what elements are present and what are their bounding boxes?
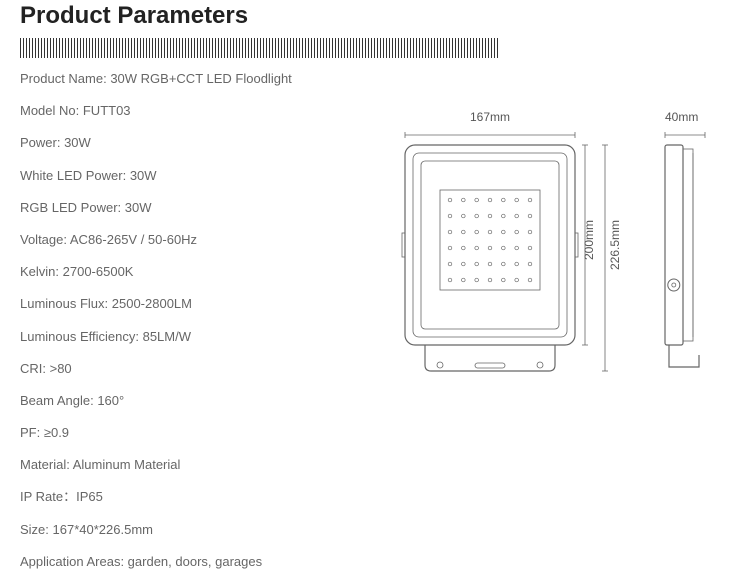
depth-dimension: 40mm [665, 110, 698, 124]
spec-row: Product Name: 30W RGB+CCT LED Floodlight [20, 70, 380, 88]
spec-row: PF: ≥0.9 [20, 424, 380, 442]
spec-row: Beam Angle: 160° [20, 392, 380, 410]
spec-row: Voltage: AC86-265V / 50-60Hz [20, 231, 380, 249]
spec-row: Material: Aluminum Material [20, 456, 380, 474]
page-title: Product Parameters [20, 0, 734, 30]
spec-row: RGB LED Power: 30W [20, 199, 380, 217]
spec-row: Power: 30W [20, 134, 380, 152]
spec-row: IP Rate：IP65 [20, 488, 380, 506]
spec-row: Model No: FUTT03 [20, 102, 380, 120]
side-view-drawing: 40mm [660, 130, 720, 395]
inner-height-dimension: 200mm [582, 220, 596, 260]
spec-row: Size: 167*40*226.5mm [20, 521, 380, 539]
barcode-decoration [20, 38, 734, 58]
width-dimension: 167mm [470, 110, 510, 124]
outer-height-dimension: 226.5mm [608, 220, 622, 270]
technical-diagram: 167mm 200mm 226.5mm 40mm [400, 70, 734, 585]
front-view-svg [400, 130, 620, 390]
spec-row: White LED Power: 30W [20, 167, 380, 185]
spec-row: Application Areas: garden, doors, garage… [20, 553, 380, 571]
side-view-svg [660, 130, 720, 390]
spec-row: CRI: >80 [20, 360, 380, 378]
content-area: Product Name: 30W RGB+CCT LED Floodlight… [20, 70, 734, 585]
front-view-drawing: 167mm 200mm 226.5mm [400, 130, 620, 395]
spec-row: Kelvin: 2700-6500K [20, 263, 380, 281]
spec-row: Luminous Flux: 2500-2800LM [20, 295, 380, 313]
specs-list: Product Name: 30W RGB+CCT LED Floodlight… [20, 70, 380, 585]
spec-row: Luminous Efficiency: 85LM/W [20, 328, 380, 346]
